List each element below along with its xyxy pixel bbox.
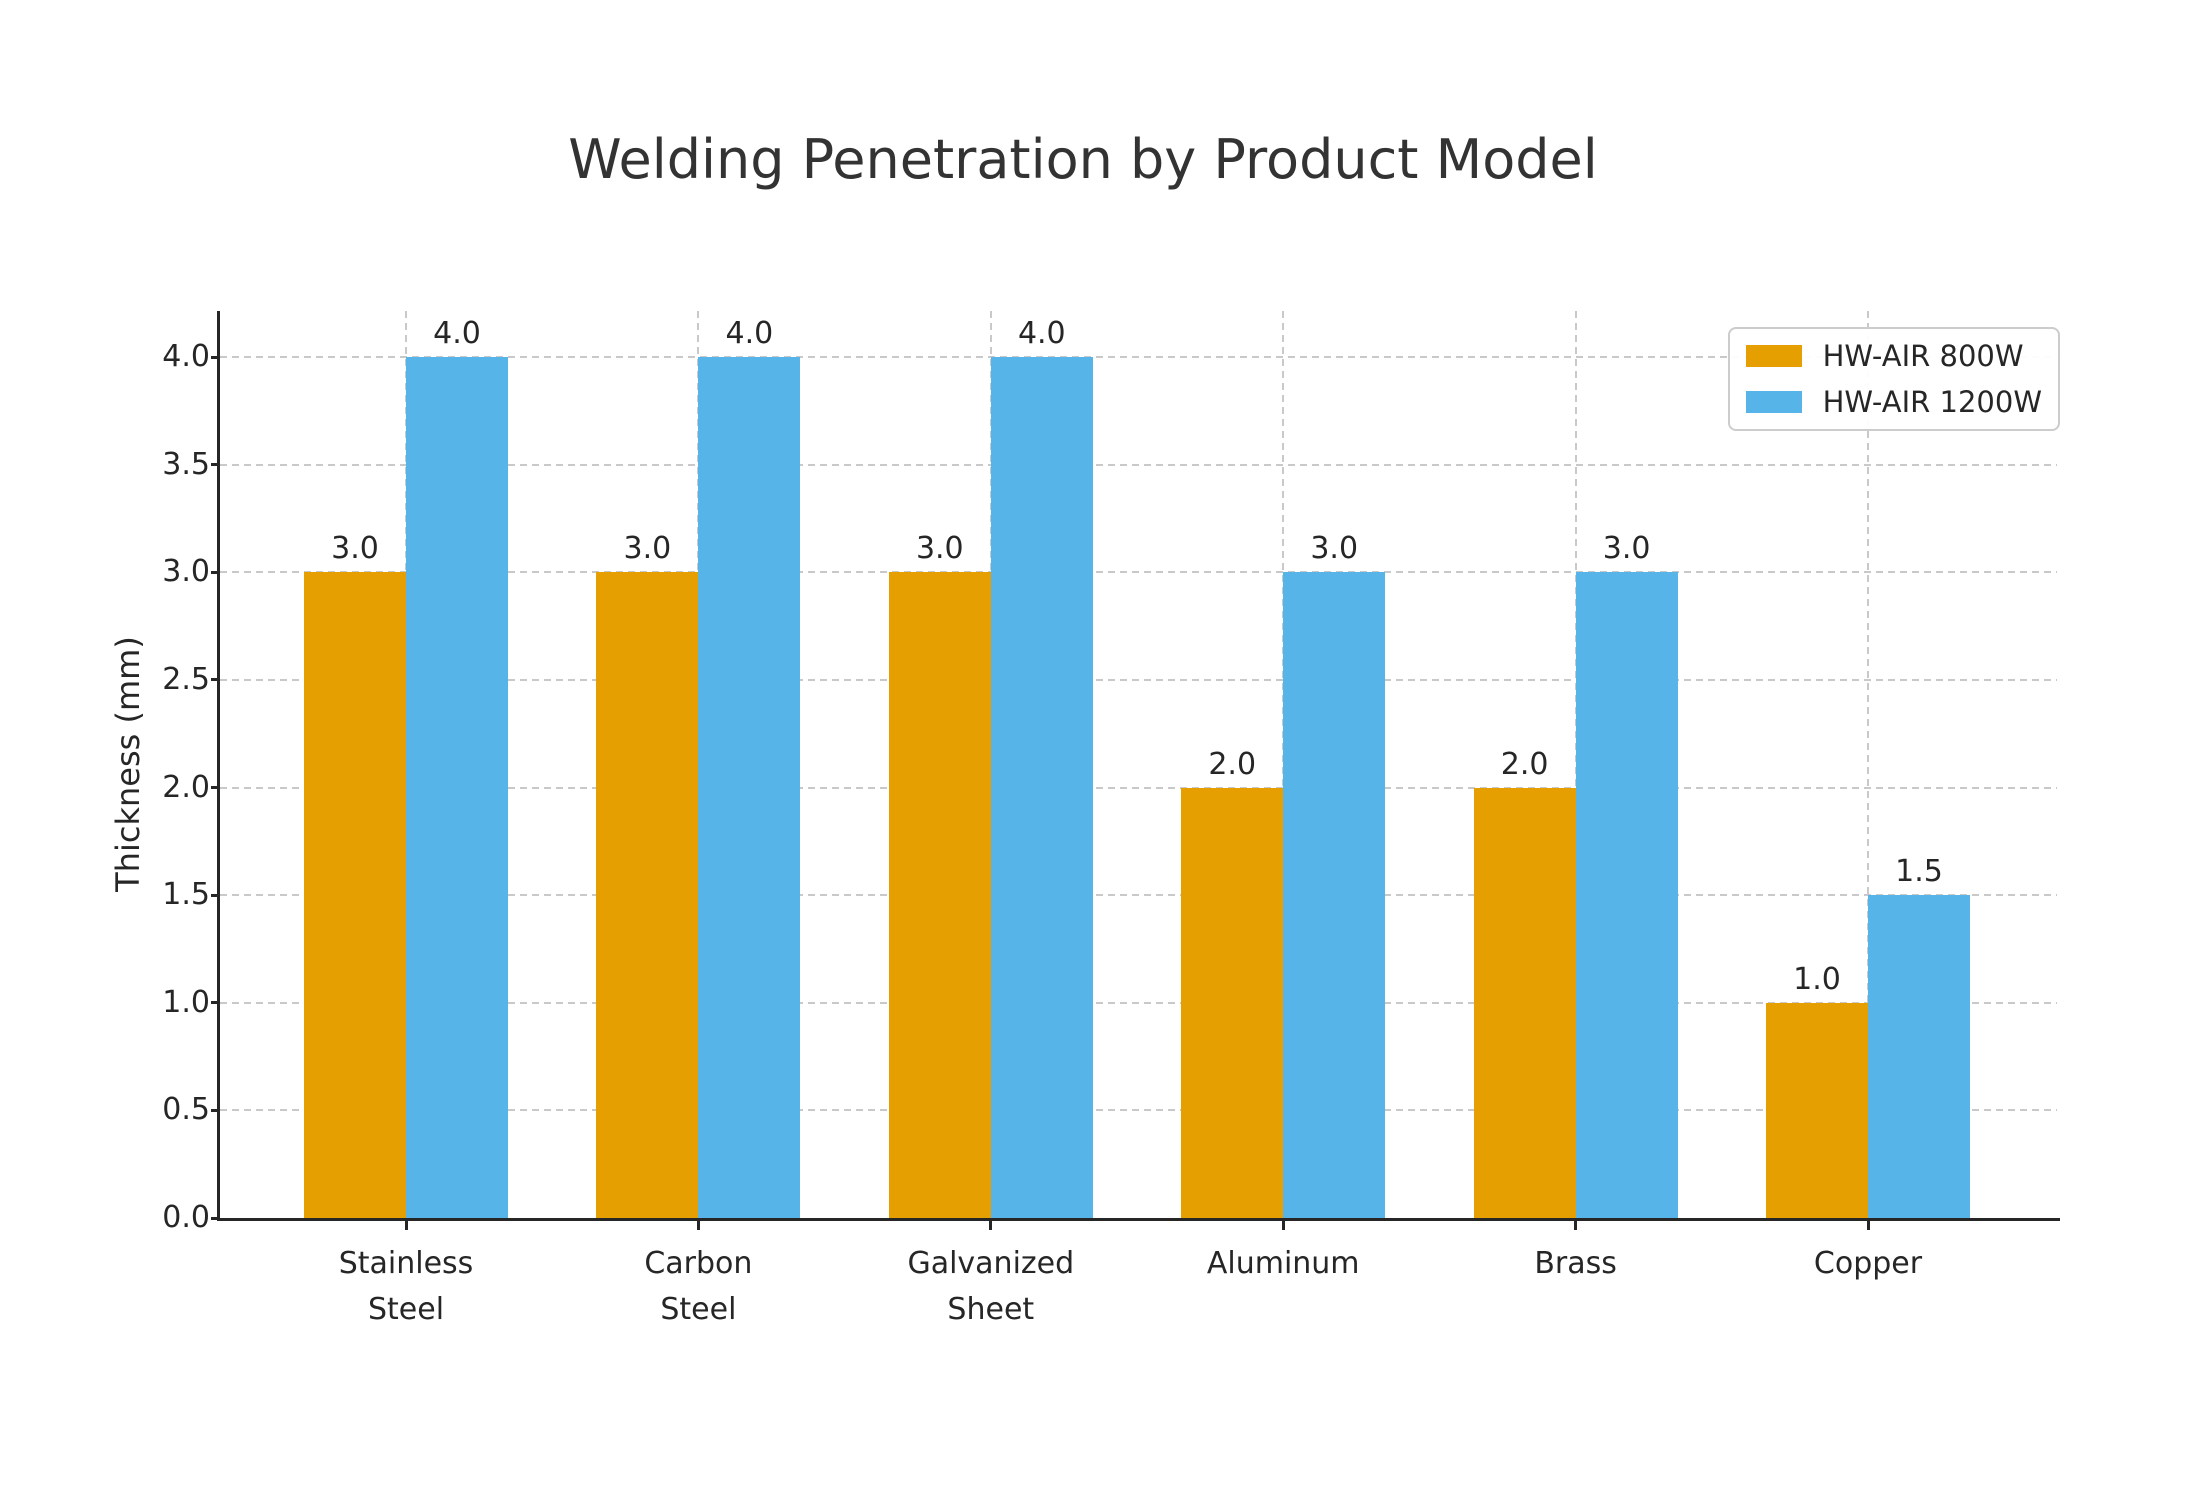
y-tickmark xyxy=(211,1216,220,1220)
x-axis-spine xyxy=(217,1218,2060,1221)
y-tickmark xyxy=(211,1001,220,1005)
bar-hw-air-800w-5 xyxy=(1473,787,1576,1218)
x-tick-label: Galvanized Sheet xyxy=(907,1246,1075,1327)
y-tick-label: 1.5 xyxy=(162,877,210,913)
bar-value-label: 3.0 xyxy=(623,531,672,567)
y-tickmark xyxy=(211,463,220,467)
y-tick-label: 1.0 xyxy=(162,984,210,1020)
x-tick-label: Aluminum xyxy=(1206,1246,1360,1281)
bar-value-label: 4.0 xyxy=(1017,316,1066,351)
bar-hw-air-800w-6 xyxy=(1766,1002,1868,1218)
x-tickmark xyxy=(1281,1221,1285,1230)
bar-value-label: 4.0 xyxy=(725,316,774,351)
x-tick-label: Stainless Steel xyxy=(338,1246,474,1327)
y-tickmark xyxy=(211,355,220,359)
x-tickmark xyxy=(696,1221,700,1230)
bar-hw-air-1200w-3 xyxy=(990,357,1093,1218)
y-tick-label: 3.5 xyxy=(162,446,210,482)
y-tickmark xyxy=(211,570,220,574)
bar-value-label: 3.0 xyxy=(1310,531,1359,567)
gridline-horizontal xyxy=(220,463,2057,466)
y-tickmark xyxy=(211,1108,220,1112)
bar-hw-air-800w-2 xyxy=(596,572,699,1218)
x-tick-label: Brass xyxy=(1534,1246,1617,1281)
bar-hw-air-1200w-5 xyxy=(1575,572,1678,1218)
bar-hw-air-1200w-1 xyxy=(406,357,508,1218)
y-tickmark xyxy=(211,678,220,682)
y-tick-label: 3.0 xyxy=(162,554,210,590)
gridline-horizontal xyxy=(220,1001,2057,1004)
y-tick-label: 2.5 xyxy=(162,661,210,697)
gridline-horizontal xyxy=(220,678,2057,681)
legend-item-hw-air-1200w: HW-AIR 1200W xyxy=(1745,385,2042,419)
y-tick-label: 0.0 xyxy=(162,1200,210,1235)
y-tick-label: 2.0 xyxy=(162,769,210,805)
gridline-horizontal xyxy=(220,1109,2057,1112)
y-tick-label: 4.0 xyxy=(162,339,210,374)
bar-hw-air-800w-4 xyxy=(1181,787,1284,1218)
bar-hw-air-800w-1 xyxy=(304,572,406,1218)
gridline-horizontal xyxy=(220,786,2057,789)
bar-hw-air-1200w-4 xyxy=(1283,572,1386,1218)
gridline-horizontal xyxy=(220,894,2057,897)
x-tickmark xyxy=(1866,1221,1870,1230)
gridline-horizontal xyxy=(220,571,2057,574)
bar-value-label: 4.0 xyxy=(433,316,481,351)
x-tickmark xyxy=(404,1221,408,1230)
bar-value-label: 1.0 xyxy=(1793,961,1841,997)
bar-value-label: 3.0 xyxy=(915,531,964,567)
legend-item-hw-air-800w: HW-AIR 800W xyxy=(1745,339,2042,373)
legend-swatch-hw-air-1200w xyxy=(1745,391,1802,413)
legend-swatch-hw-air-800w xyxy=(1745,345,1802,367)
y-tickmark xyxy=(211,786,220,789)
x-tickmark xyxy=(989,1221,993,1230)
gridline-horizontal xyxy=(220,356,2057,358)
x-tick-label: Copper xyxy=(1813,1246,1923,1281)
bar-hw-air-1200w-2 xyxy=(698,357,801,1218)
chart-title: Welding Penetration by Product Model xyxy=(568,128,1598,191)
y-axis-spine xyxy=(217,311,220,1221)
gridline-vertical xyxy=(1867,311,1869,1218)
x-tick-label: Carbon Steel xyxy=(644,1246,753,1327)
x-tickmark xyxy=(1574,1221,1578,1230)
bar-value-label: 3.0 xyxy=(331,531,379,567)
bar-hw-air-1200w-6 xyxy=(1868,895,1970,1218)
legend-label-hw-air-1200w: HW-AIR 1200W xyxy=(1822,385,2042,419)
bar-value-label: 2.0 xyxy=(1208,746,1257,782)
bar-value-label: 2.0 xyxy=(1500,746,1549,782)
bar-value-label: 1.5 xyxy=(1895,854,1943,890)
bar-value-label: 3.0 xyxy=(1602,531,1651,567)
y-tick-label: 0.5 xyxy=(162,1092,210,1128)
y-tickmark xyxy=(211,893,220,897)
legend-label-hw-air-800w: HW-AIR 800W xyxy=(1822,339,2024,373)
bar-hw-air-800w-3 xyxy=(888,572,991,1218)
legend: HW-AIR 800W HW-AIR 1200W xyxy=(1727,327,2060,431)
